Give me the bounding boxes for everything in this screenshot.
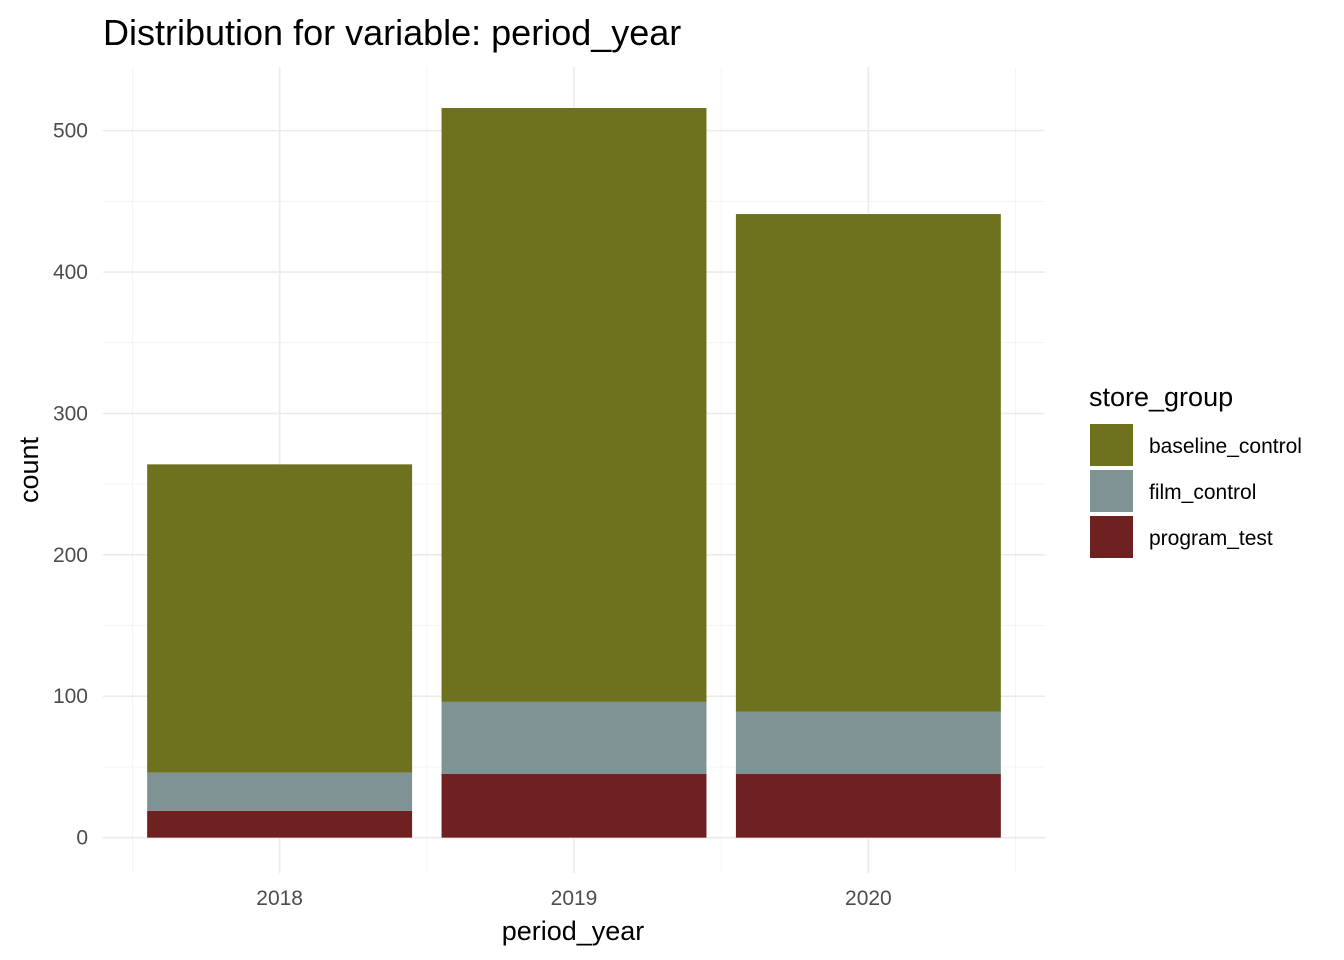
x-tick-label: 2019 xyxy=(551,887,598,910)
chart-title: Distribution for variable: period_year xyxy=(103,12,681,53)
y-tick-label: 500 xyxy=(53,120,88,143)
bar-film_control-2018 xyxy=(147,772,413,811)
x-tick-label: 2020 xyxy=(845,887,892,910)
legend-swatch-film_control xyxy=(1090,470,1133,512)
bar-film_control-2020 xyxy=(735,711,1001,775)
legend-label-baseline_control: baseline_control xyxy=(1149,435,1302,458)
y-axis-ticks: 0 100 200 300 400 500 xyxy=(53,120,88,850)
bars xyxy=(147,108,1001,838)
y-tick-label: 100 xyxy=(53,685,88,708)
x-axis-title: period_year xyxy=(502,916,645,946)
bar-program_test-2018 xyxy=(147,810,413,838)
legend: store_group baseline_control film_control… xyxy=(1089,382,1302,558)
y-tick-label: 400 xyxy=(53,261,88,284)
bar-baseline_control-2019 xyxy=(441,108,707,702)
legend-swatch-program_test xyxy=(1090,516,1133,558)
y-axis-title: count xyxy=(14,436,44,503)
bar-baseline_control-2020 xyxy=(735,214,1001,712)
y-tick-label: 300 xyxy=(53,402,88,425)
x-tick-label: 2018 xyxy=(256,887,303,910)
bar-program_test-2019 xyxy=(441,774,707,838)
x-axis-ticks: 2018 2019 2020 xyxy=(256,887,891,910)
y-tick-label: 0 xyxy=(76,827,88,850)
bar-program_test-2020 xyxy=(735,774,1001,838)
legend-label-film_control: film_control xyxy=(1149,481,1256,504)
legend-label-program_test: program_test xyxy=(1149,527,1273,550)
legend-title: store_group xyxy=(1089,382,1233,412)
bar-film_control-2019 xyxy=(441,701,707,775)
legend-swatch-baseline_control xyxy=(1090,424,1133,466)
bar-baseline_control-2018 xyxy=(147,464,413,773)
y-tick-label: 200 xyxy=(53,544,88,567)
